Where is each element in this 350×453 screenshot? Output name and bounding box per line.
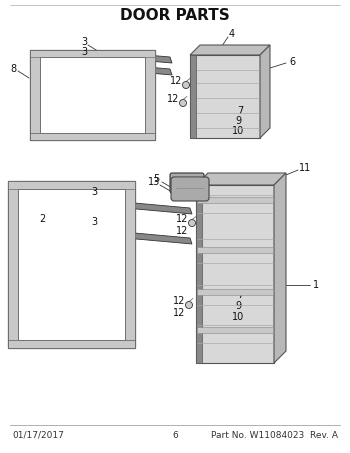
Text: 12: 12 [176,214,188,224]
Polygon shape [125,181,135,340]
Polygon shape [30,133,155,140]
Polygon shape [190,45,270,55]
Polygon shape [196,185,202,363]
Polygon shape [196,185,274,363]
Text: DOOR PARTS: DOOR PARTS [120,8,230,23]
Polygon shape [274,173,286,363]
Polygon shape [8,181,135,189]
Text: 12: 12 [173,296,185,306]
Polygon shape [8,181,18,340]
Polygon shape [30,50,155,140]
Polygon shape [197,327,273,333]
Circle shape [189,220,196,226]
Polygon shape [197,247,273,253]
Text: 9: 9 [235,116,241,126]
Polygon shape [8,181,135,348]
Text: 01/17/2017: 01/17/2017 [12,430,64,439]
Text: 12: 12 [176,226,188,236]
Text: 3: 3 [91,217,97,227]
Text: 12: 12 [167,94,179,104]
Text: 9: 9 [235,301,241,311]
Circle shape [186,302,192,308]
Polygon shape [100,63,172,75]
Circle shape [182,82,189,88]
Text: 3: 3 [91,187,97,197]
Polygon shape [8,340,135,348]
Polygon shape [40,57,145,133]
Text: 12: 12 [173,308,185,318]
FancyBboxPatch shape [170,173,204,193]
Text: 5: 5 [153,174,159,184]
Text: 7: 7 [237,106,243,116]
Polygon shape [100,51,172,63]
Polygon shape [190,55,260,138]
Text: 6: 6 [289,57,295,67]
Text: 3: 3 [81,47,87,57]
Polygon shape [30,50,40,133]
Circle shape [180,100,187,106]
Text: 4: 4 [229,29,235,39]
Text: 12: 12 [170,76,182,86]
Text: 10: 10 [232,312,244,322]
Text: 10: 10 [232,126,244,136]
Polygon shape [197,289,273,295]
Text: 8: 8 [10,64,16,74]
Text: 7: 7 [237,290,243,300]
Text: 1: 1 [313,280,319,290]
Polygon shape [145,50,155,133]
Text: 3: 3 [81,37,87,47]
Text: 2: 2 [39,214,45,224]
Polygon shape [190,55,196,138]
Text: 11: 11 [299,163,311,173]
Polygon shape [112,231,192,244]
Polygon shape [197,197,273,203]
Polygon shape [260,45,270,138]
Text: Part No. W11084023  Rev. A: Part No. W11084023 Rev. A [211,430,338,439]
Text: 13: 13 [148,177,160,187]
Polygon shape [30,50,155,57]
Polygon shape [196,173,286,185]
Polygon shape [112,201,192,214]
Text: 6: 6 [172,430,178,439]
Polygon shape [18,189,125,340]
FancyBboxPatch shape [171,177,209,201]
